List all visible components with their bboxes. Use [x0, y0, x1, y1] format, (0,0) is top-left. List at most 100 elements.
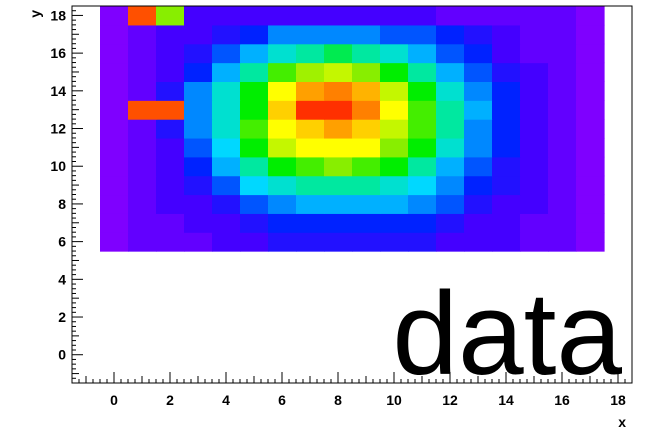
heatmap-cell	[156, 44, 185, 63]
heatmap-cell	[156, 25, 185, 44]
heatmap-cell	[352, 100, 381, 119]
heatmap-cell	[352, 195, 381, 214]
y-tick-label: 6	[58, 234, 66, 250]
heatmap-cell	[492, 6, 521, 25]
heatmap-cell	[296, 63, 325, 82]
heatmap-cell	[464, 232, 493, 251]
heatmap-cell	[128, 44, 157, 63]
heatmap-cell	[240, 81, 269, 100]
heatmap-cell	[464, 63, 493, 82]
heatmap-cell	[156, 176, 185, 195]
heatmap-cell	[436, 232, 465, 251]
heatmap-cell	[520, 44, 549, 63]
heatmap-cell	[548, 213, 577, 232]
heatmap-cell	[464, 100, 493, 119]
heatmap-cell	[324, 25, 353, 44]
heatmap-cell	[520, 63, 549, 82]
heatmap-cell	[128, 232, 157, 251]
heatmap-cell	[212, 100, 241, 119]
heatmap-cell	[352, 44, 381, 63]
heatmap-cell	[128, 81, 157, 100]
heatmap-cell	[184, 195, 213, 214]
heatmap-cell	[212, 6, 241, 25]
heatmap-cell	[464, 176, 493, 195]
y-tick-label: 14	[50, 83, 66, 99]
heatmap-cell	[520, 176, 549, 195]
heatmap-cell	[548, 44, 577, 63]
heatmap-cell	[184, 176, 213, 195]
heatmap-cell	[520, 25, 549, 44]
heatmap-cell	[576, 176, 605, 195]
heatmap-cell	[268, 63, 297, 82]
heatmap-cell	[268, 138, 297, 157]
heatmap-cell	[380, 195, 409, 214]
heatmap-cell	[100, 176, 129, 195]
heatmap-cell	[380, 213, 409, 232]
heatmap-cell	[212, 119, 241, 138]
y-tick-label: 12	[50, 121, 66, 137]
heatmap-cell	[548, 232, 577, 251]
heatmap-cell	[436, 44, 465, 63]
heatmap-cell	[100, 213, 129, 232]
heatmap-cell	[408, 6, 437, 25]
x-tick-label: 0	[110, 392, 118, 408]
heatmap-cell	[212, 81, 241, 100]
heatmap-cell	[212, 213, 241, 232]
heatmap-cell	[100, 157, 129, 176]
heatmap-cell	[240, 157, 269, 176]
heatmap-cell	[380, 44, 409, 63]
heatmap-cell	[240, 232, 269, 251]
heatmap-cell	[324, 44, 353, 63]
heatmap-cell	[548, 6, 577, 25]
heatmap-cell	[100, 195, 129, 214]
heatmap-cell	[240, 6, 269, 25]
heatmap-cell	[156, 81, 185, 100]
heatmap-cell	[100, 63, 129, 82]
heatmap-cell	[352, 176, 381, 195]
heatmap-cell	[268, 6, 297, 25]
heatmap-cell	[492, 213, 521, 232]
heatmap-cell	[268, 119, 297, 138]
heatmap-cell	[296, 119, 325, 138]
heatmap-cell	[296, 176, 325, 195]
heatmap-cell	[380, 119, 409, 138]
heatmap-cell	[520, 138, 549, 157]
heatmap-cell	[240, 63, 269, 82]
heatmap-cell	[324, 81, 353, 100]
heatmap-cell	[520, 6, 549, 25]
y-tick-label: 10	[50, 158, 66, 174]
heatmap-cell	[100, 25, 129, 44]
heatmap-cell	[576, 213, 605, 232]
y-axis: 024681012141618	[50, 6, 83, 383]
heatmap-cell	[576, 119, 605, 138]
heatmap-cell	[436, 81, 465, 100]
heatmap-cell	[268, 100, 297, 119]
heatmap-cell	[184, 81, 213, 100]
heatmap-cell	[184, 44, 213, 63]
heatmap-cell	[100, 119, 129, 138]
heatmap-cell	[296, 6, 325, 25]
heatmap-cell	[324, 176, 353, 195]
heatmap-cell	[352, 81, 381, 100]
heatmap-cell	[436, 176, 465, 195]
heatmap-cell	[464, 81, 493, 100]
heatmap-cell	[548, 119, 577, 138]
heatmap-cell	[464, 6, 493, 25]
heatmap-cell	[576, 81, 605, 100]
heatmap-cell	[324, 63, 353, 82]
heatmap-cell	[576, 232, 605, 251]
heatmap-cell	[436, 63, 465, 82]
heatmap-cell	[156, 157, 185, 176]
heatmap-cell	[520, 119, 549, 138]
y-tick-label: 2	[58, 309, 66, 325]
heatmap-cell	[352, 63, 381, 82]
heatmap-cell	[380, 25, 409, 44]
y-tick-label: 0	[58, 347, 66, 363]
heatmap-cell	[408, 232, 437, 251]
heatmap-cell	[352, 25, 381, 44]
heatmap-cell	[408, 63, 437, 82]
heatmap-cell	[464, 195, 493, 214]
heatmap-cell	[296, 138, 325, 157]
